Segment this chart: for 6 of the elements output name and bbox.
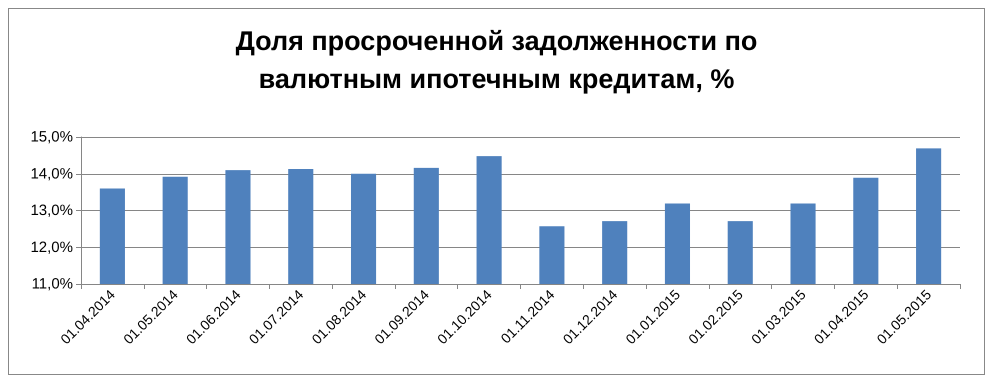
y-tick-label: 15,0% — [30, 128, 73, 146]
y-tick-label: 14,0% — [30, 165, 73, 182]
chart-title: Доля просроченной задолженности по валютным ипотечным кредитам, % — [236, 26, 758, 94]
y-tick-label: 11,0% — [32, 276, 73, 292]
y-tick-label: 12,0% — [30, 238, 73, 256]
y-tick-label: 13,0% — [30, 202, 73, 219]
